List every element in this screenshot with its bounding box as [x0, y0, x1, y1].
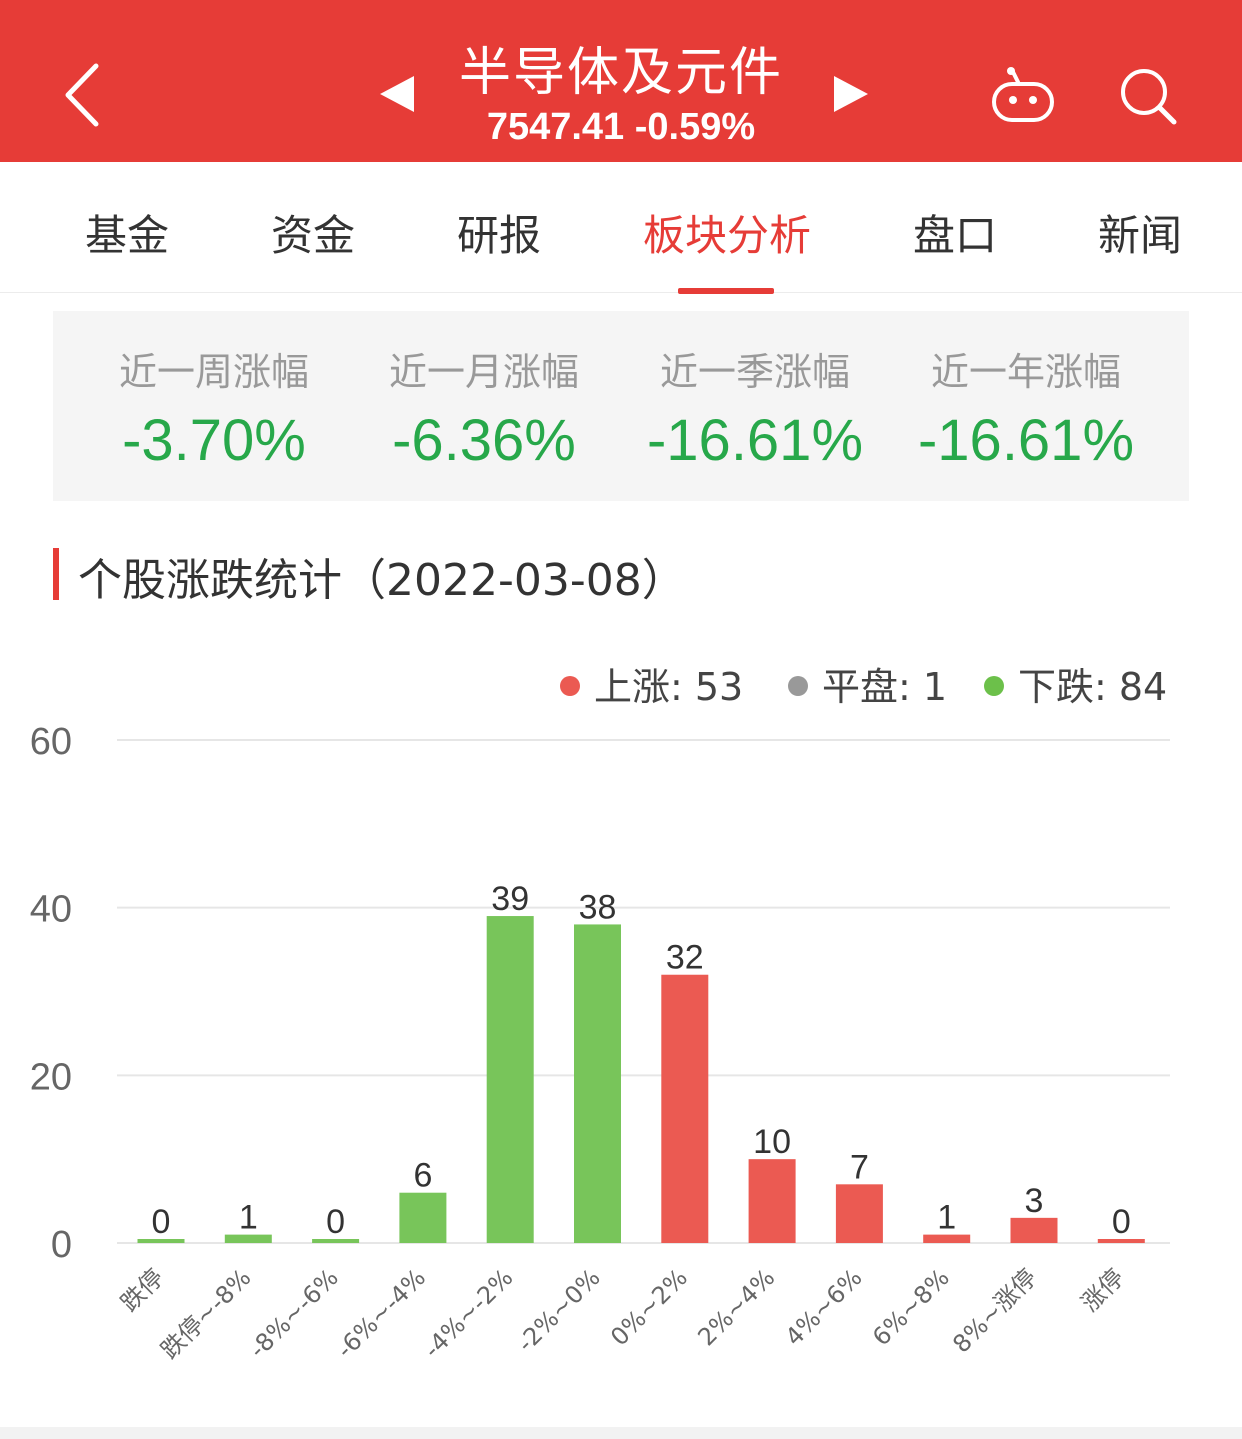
legend-dot-icon	[560, 675, 580, 696]
perf-value: -6.36%	[392, 408, 576, 473]
perf-year: 近一年涨幅 -16.61%	[891, 311, 1161, 501]
tab-news[interactable]: 新闻	[1098, 211, 1183, 260]
triangle-left-icon[interactable]	[378, 74, 416, 114]
y-tick-label: 20	[30, 1056, 72, 1098]
performance-summary: 近一周涨幅 -3.70% 近一月涨幅 -6.36% 近一季涨幅 -16.61% …	[53, 311, 1189, 501]
legend-flat: 平盘: 1	[788, 656, 948, 709]
bar[interactable]	[399, 1192, 447, 1243]
x-tick-label: 2%~4%	[692, 1263, 780, 1351]
tab-research[interactable]: 研报	[457, 211, 542, 260]
perf-label: 近一年涨幅	[930, 350, 1121, 394]
data-label: 0	[152, 1203, 171, 1241]
robot-icon[interactable]	[990, 66, 1056, 126]
tab-fund[interactable]: 基金	[85, 211, 170, 260]
bar[interactable]	[1097, 1239, 1145, 1243]
legend-label: 平盘: 1	[822, 665, 948, 709]
data-label: 32	[666, 939, 704, 977]
page-title: 半导体及元件	[458, 43, 783, 103]
x-tick-label: 8%~涨停	[947, 1263, 1042, 1358]
legend-up: 上涨: 53	[560, 656, 744, 709]
x-tick-label: -6%~-4%	[331, 1263, 431, 1363]
bar[interactable]	[748, 1159, 796, 1243]
data-label: 0	[326, 1203, 345, 1241]
section-accent-bar	[53, 548, 59, 600]
perf-value: -16.61%	[917, 408, 1135, 473]
legend-label: 上涨: 53	[594, 665, 744, 709]
data-label: 0	[1112, 1203, 1131, 1241]
perf-label: 近一周涨幅	[118, 350, 309, 394]
x-tick-label: 跌停~-8%	[156, 1263, 257, 1364]
header-bar: 半导体及元件 7547.41 -0.59%	[0, 0, 1242, 162]
data-label: 38	[579, 888, 617, 926]
tab-order-book[interactable]: 盘口	[913, 211, 998, 260]
x-tick-label: -8%~-6%	[244, 1263, 344, 1363]
bar[interactable]	[1010, 1217, 1058, 1243]
data-label: 1	[239, 1199, 258, 1237]
bar[interactable]	[835, 1184, 883, 1243]
y-tick-label: 40	[30, 889, 72, 931]
stock-distribution-chart: 0 20 40 60 0 跌停 1 跌停~-8% 0 -8%~-6% 6 -6%~-4% 39 -4%~-…	[30, 721, 1170, 1364]
tab-bar: 基金 资金 研报 板块分析 盘口 新闻	[0, 162, 1242, 293]
bar[interactable]	[486, 916, 534, 1243]
bar[interactable]	[224, 1234, 272, 1243]
bottom-divider	[0, 1427, 1242, 1439]
perf-label: 近一月涨幅	[388, 350, 579, 394]
tab-capital[interactable]: 资金	[271, 211, 356, 260]
bar[interactable]	[661, 974, 709, 1243]
data-label: 6	[413, 1157, 432, 1195]
data-label: 10	[753, 1123, 791, 1161]
search-icon[interactable]	[1118, 66, 1180, 128]
legend-down: 下跌: 84	[984, 656, 1168, 709]
legend-dot-icon	[788, 675, 808, 696]
perf-week: 近一周涨幅 -3.70%	[79, 311, 349, 501]
bar[interactable]	[137, 1239, 185, 1243]
x-tick-label: -2%~0%	[512, 1263, 606, 1357]
chevron-left-icon[interactable]	[60, 62, 106, 128]
perf-month: 近一月涨幅 -6.36%	[349, 311, 619, 501]
bar[interactable]	[923, 1234, 971, 1243]
x-tick-label: 0%~2%	[605, 1263, 693, 1351]
data-label: 3	[1025, 1182, 1044, 1220]
x-tick-label: -4%~-2%	[418, 1263, 518, 1363]
x-tick-label: 4%~6%	[780, 1263, 868, 1351]
section-title: 个股涨跌统计（2022-03-08）	[78, 555, 686, 606]
legend-label: 下跌: 84	[1018, 665, 1168, 709]
active-tab-indicator	[678, 288, 774, 294]
data-label: 7	[850, 1148, 869, 1186]
bar[interactable]	[312, 1239, 360, 1243]
legend-dot-icon	[984, 675, 1004, 696]
perf-value: -16.61%	[646, 408, 864, 473]
index-quote: 7547.41 -0.59%	[486, 106, 756, 148]
y-tick-label: 60	[30, 721, 72, 763]
x-tick-label: 跌停	[116, 1263, 170, 1317]
perf-value: -3.70%	[122, 408, 306, 473]
x-tick-label: 涨停	[1076, 1263, 1130, 1317]
data-label: 39	[491, 880, 529, 918]
bar[interactable]	[574, 924, 621, 1243]
perf-quarter: 近一季涨幅 -16.61%	[620, 311, 890, 501]
y-tick-label: 0	[51, 1224, 72, 1266]
perf-label: 近一季涨幅	[659, 350, 850, 394]
data-label: 1	[937, 1199, 956, 1237]
x-tick-label: 6%~8%	[867, 1263, 955, 1351]
tab-sector-analysis[interactable]: 板块分析	[643, 211, 812, 260]
triangle-right-icon[interactable]	[832, 74, 870, 114]
